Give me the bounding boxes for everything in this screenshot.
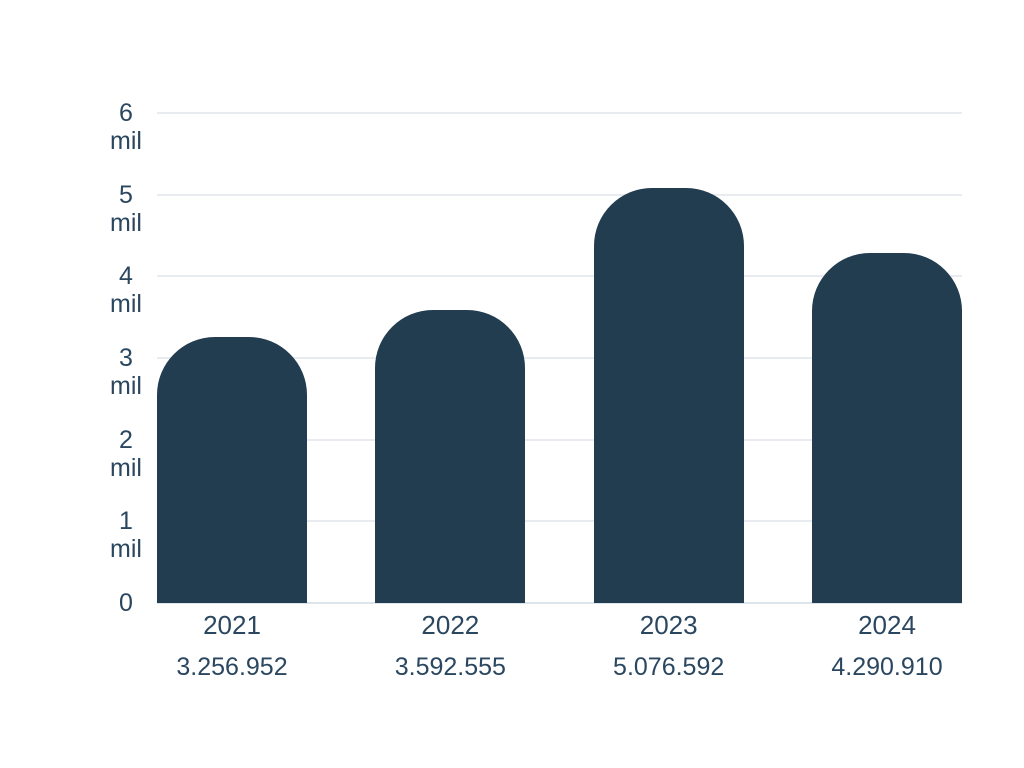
value-label-2024: 4.290.910 xyxy=(831,653,943,681)
y-tick-unit: mil xyxy=(110,208,142,237)
y-tick-unit: mil xyxy=(110,127,142,155)
x-axis-label-2023: 2023 xyxy=(639,610,698,640)
value-labels: 3.256.952 3.592.555 5.076.592 4.290.910 xyxy=(157,652,962,682)
y-tick-number: 5 xyxy=(119,180,133,209)
value-label-2021: 3.256.952 xyxy=(176,653,288,681)
y-tick-number: 1 xyxy=(119,507,133,536)
x-axis-label-2021: 2021 xyxy=(203,610,261,640)
x-axis-label-2022: 2022 xyxy=(421,610,480,640)
y-tick-unit: mil xyxy=(110,535,142,564)
gridline xyxy=(157,193,962,196)
bar-2022[interactable] xyxy=(375,309,526,603)
plot-area: 6 mil 5 mil 4 mil 3 mil 2 mil 1 mil 0 xyxy=(110,99,962,617)
y-tick-label: 4 mil xyxy=(97,262,155,318)
gridline xyxy=(157,275,962,278)
baseline-gridline xyxy=(157,602,962,604)
y-tick-label: 2 mil xyxy=(97,426,155,482)
y-tick-label: 6 mil xyxy=(97,99,155,155)
y-tick-number: 4 xyxy=(119,262,133,291)
bar-2023[interactable] xyxy=(593,188,744,603)
bar-2024[interactable] xyxy=(811,252,962,603)
x-axis-labels: 2021 2022 2023 2024 xyxy=(157,610,962,640)
y-tick-unit: mil xyxy=(110,453,142,482)
value-label-2023: 5.076.592 xyxy=(613,653,725,681)
y-tick-number: 6 xyxy=(119,99,133,127)
y-tick-number: 3 xyxy=(119,344,133,372)
value-label-2022: 3.592.555 xyxy=(394,653,506,681)
x-axis-label-2024: 2024 xyxy=(858,610,916,640)
y-tick-label: 1 mil xyxy=(97,507,155,563)
bars-container xyxy=(157,113,962,603)
y-tick-label: 3 mil xyxy=(97,344,155,400)
gridline xyxy=(157,520,962,523)
y-tick-unit: mil xyxy=(110,290,142,319)
y-tick-label: 0 xyxy=(119,589,133,617)
y-tick-unit: mil xyxy=(110,372,142,400)
y-tick-number: 2 xyxy=(119,425,133,454)
bar-2021[interactable] xyxy=(157,337,307,603)
gridline xyxy=(157,112,962,114)
gridline xyxy=(157,357,962,359)
gridline xyxy=(157,438,962,441)
y-tick-label: 5 mil xyxy=(97,181,155,237)
